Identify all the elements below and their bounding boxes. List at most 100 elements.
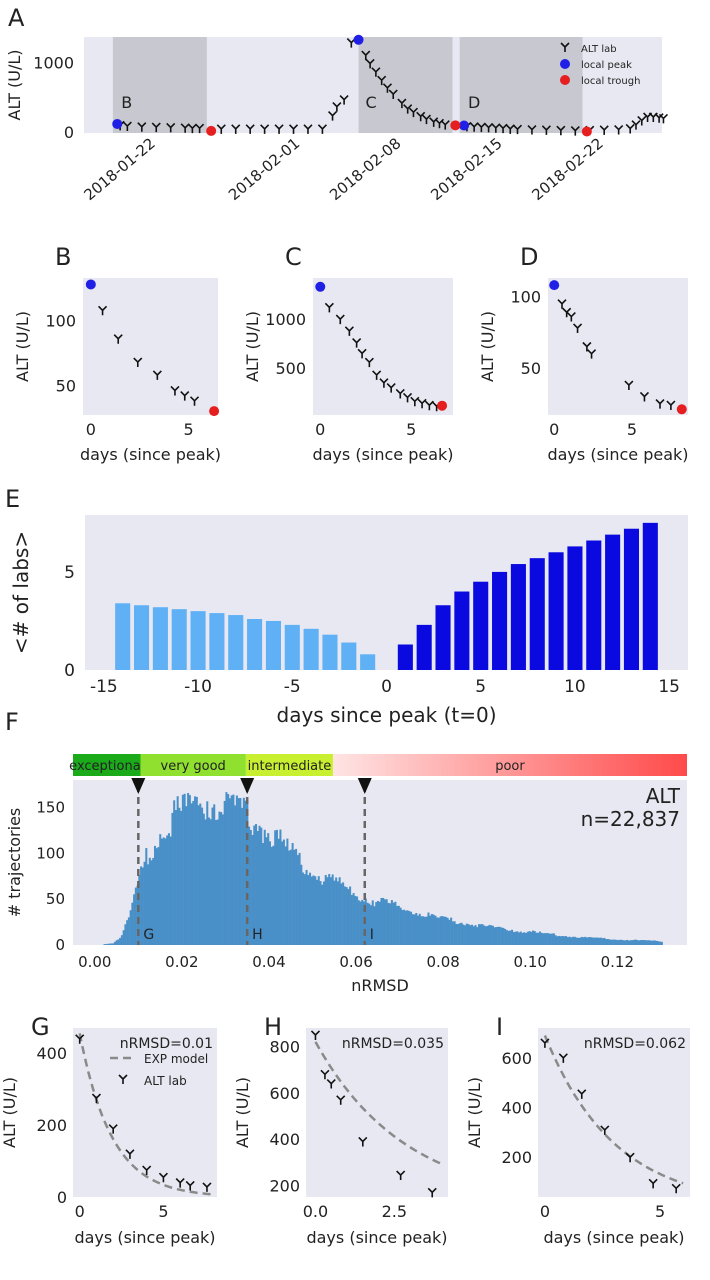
exp-model-curve <box>543 1035 684 1185</box>
histogram-bar <box>108 943 111 945</box>
histogram-bar <box>633 939 636 945</box>
x-axis-label: days (since peak) <box>312 445 453 464</box>
x-tick-label: 2018-02-01 <box>225 134 303 204</box>
histogram-bar <box>415 912 418 945</box>
annotation-label: C <box>365 93 376 112</box>
histogram-bar <box>197 805 200 945</box>
histogram-bar <box>518 932 521 945</box>
alt-lab-marker <box>180 123 190 133</box>
histogram-bar <box>477 924 481 945</box>
legend-dot-local-trough <box>560 75 570 85</box>
histogram-bar <box>199 803 202 945</box>
alt-lab-marker <box>557 299 567 309</box>
histogram-bar <box>491 925 494 945</box>
histogram-bar <box>542 933 545 945</box>
histogram-bar <box>322 881 325 945</box>
histogram-bar <box>105 944 108 945</box>
alt-lab-marker <box>577 1089 587 1099</box>
histogram-bar <box>115 940 118 945</box>
histogram-bar <box>249 830 252 945</box>
alt-lab-marker <box>324 302 334 313</box>
threshold-triangle-marker <box>357 778 372 794</box>
histogram-bar <box>634 939 637 945</box>
alt-lab-marker <box>395 388 405 399</box>
threshold-triangle-marker <box>240 778 255 794</box>
histogram-bar <box>202 813 205 945</box>
local-peak-dot <box>85 279 96 290</box>
histogram-bar <box>509 930 512 945</box>
x-tick-label: 2.5 <box>382 1202 407 1221</box>
bar-after-peak <box>529 558 545 670</box>
nrmsd-label: nRMSD=0.035 <box>342 1036 444 1052</box>
x-tick-label: 10 <box>564 677 586 697</box>
category-band-poor <box>332 754 687 776</box>
histogram-bar <box>624 940 627 945</box>
histogram-bar <box>584 936 587 945</box>
histogram-bar <box>572 936 575 945</box>
panel-background <box>548 278 688 415</box>
histogram-bar <box>326 877 329 945</box>
y-tick-label: 1000 <box>265 310 306 329</box>
x-tick-label: 5 <box>184 420 194 439</box>
histogram-bar <box>552 933 555 945</box>
histogram-bar <box>495 927 498 945</box>
histogram-bar <box>145 848 148 945</box>
panel-background <box>538 1028 690 1197</box>
histogram-bar <box>315 879 319 945</box>
histogram-bar <box>389 903 392 945</box>
histogram-bar <box>338 877 341 945</box>
histogram-bar <box>268 841 271 945</box>
histogram-bar <box>148 857 151 945</box>
bar-after-peak <box>473 581 489 670</box>
local-peak-dot <box>459 120 470 131</box>
histogram-bar <box>260 827 263 945</box>
alt-lab-marker <box>491 123 501 133</box>
histogram-bar <box>263 829 266 945</box>
histogram-bar <box>336 881 339 945</box>
histogram-bar <box>127 917 130 945</box>
histogram-bar <box>126 920 129 945</box>
histogram-bar <box>639 940 643 945</box>
histogram-bar <box>603 937 606 945</box>
alt-lab-marker <box>408 107 419 118</box>
histogram-bar <box>437 917 440 945</box>
histogram-bar <box>598 937 601 945</box>
x-tick-label: 0.08 <box>426 953 459 971</box>
histogram-bar <box>476 927 479 945</box>
histogram-bar <box>512 932 515 945</box>
histogram-bar <box>636 940 639 945</box>
alt-lab-marker <box>364 357 374 368</box>
histogram-bar <box>493 927 496 945</box>
histogram-bar <box>559 936 562 945</box>
histogram-bar <box>587 937 590 945</box>
histogram-bar <box>291 843 294 945</box>
histogram-bar <box>155 848 158 945</box>
histogram-bar <box>483 925 486 945</box>
histogram-bar <box>300 864 303 945</box>
alt-lab-marker <box>303 124 313 134</box>
alt-lab-marker <box>133 357 143 368</box>
alt-lab-marker <box>185 1180 195 1191</box>
alt-lab-marker <box>671 1183 681 1194</box>
histogram-bar <box>167 833 170 945</box>
x-tick-label: -10 <box>184 677 212 697</box>
histogram-bar <box>612 939 615 945</box>
histogram-bar <box>342 882 345 945</box>
alt-lab-marker <box>599 125 609 135</box>
legend-entry: local trough <box>581 76 640 87</box>
histogram-bar <box>432 914 435 945</box>
bar-before-peak <box>152 607 168 670</box>
alt-lab-marker <box>151 122 161 133</box>
alt-lab-marker <box>469 122 479 132</box>
panel-b: B 50 100 0 5 ALT (U/L) days (since peak) <box>13 243 221 464</box>
histogram-bar <box>462 924 465 945</box>
histogram-bar <box>434 915 437 945</box>
histogram-bar <box>251 834 254 945</box>
histogram-bar <box>589 937 592 945</box>
histogram-bar <box>194 796 197 945</box>
histogram-bar <box>404 910 407 945</box>
alt-lab-marker <box>562 307 572 318</box>
histogram-bar <box>420 916 423 945</box>
histogram-bar <box>192 800 195 945</box>
panel-h: H 200 400 600 800 0.0 2.5 ALT (U/L) days (since … <box>233 1013 448 1247</box>
